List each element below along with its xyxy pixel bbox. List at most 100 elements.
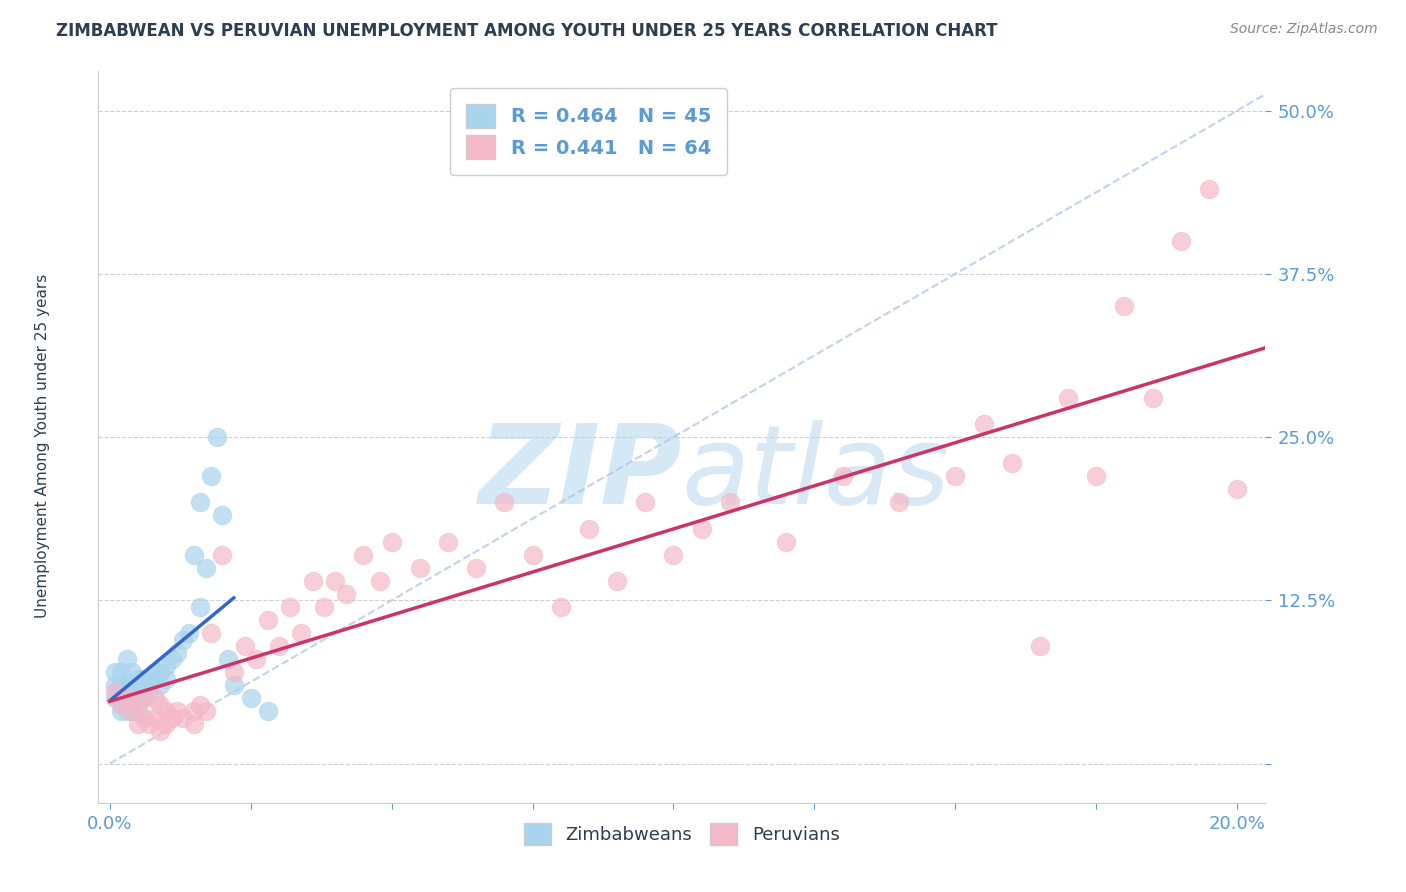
Point	[138, 685, 160, 699]
Point	[1029, 639, 1052, 653]
Point	[409, 560, 432, 574]
Point	[110, 705, 132, 719]
Point	[121, 705, 143, 719]
Point	[143, 691, 166, 706]
Point	[104, 665, 127, 680]
Point	[132, 672, 155, 686]
Point	[1001, 456, 1024, 470]
Point	[127, 685, 149, 699]
Point	[973, 417, 995, 431]
Point	[149, 678, 172, 692]
Point	[1057, 391, 1080, 405]
Point	[115, 691, 138, 706]
Point	[290, 626, 312, 640]
Point	[132, 711, 155, 725]
Point	[166, 646, 188, 660]
Point	[155, 717, 177, 731]
Point	[143, 665, 166, 680]
Text: Source: ZipAtlas.com: Source: ZipAtlas.com	[1230, 22, 1378, 37]
Point	[194, 705, 217, 719]
Point	[352, 548, 374, 562]
Point	[160, 711, 183, 725]
Point	[368, 574, 391, 588]
Point	[115, 652, 138, 666]
Point	[155, 705, 177, 719]
Point	[831, 469, 853, 483]
Text: ZIP: ZIP	[478, 420, 682, 527]
Point	[335, 587, 357, 601]
Point	[222, 665, 245, 680]
Point	[104, 685, 127, 699]
Point	[1170, 234, 1192, 248]
Point	[1226, 483, 1249, 497]
Point	[188, 495, 211, 509]
Point	[494, 495, 516, 509]
Point	[149, 665, 172, 680]
Point	[194, 560, 217, 574]
Point	[143, 672, 166, 686]
Point	[149, 723, 172, 738]
Point	[578, 521, 600, 535]
Point	[943, 469, 966, 483]
Point	[217, 652, 239, 666]
Point	[172, 632, 194, 647]
Point	[522, 548, 544, 562]
Point	[312, 599, 335, 614]
Point	[205, 430, 228, 444]
Text: atlas: atlas	[682, 420, 950, 527]
Point	[110, 698, 132, 712]
Point	[160, 652, 183, 666]
Point	[188, 698, 211, 712]
Text: ZIMBABWEAN VS PERUVIAN UNEMPLOYMENT AMONG YOUTH UNDER 25 YEARS CORRELATION CHART: ZIMBABWEAN VS PERUVIAN UNEMPLOYMENT AMON…	[56, 22, 998, 40]
Point	[183, 705, 205, 719]
Point	[132, 691, 155, 706]
Point	[200, 626, 222, 640]
Point	[172, 711, 194, 725]
Point	[256, 613, 278, 627]
Point	[127, 705, 149, 719]
Point	[155, 658, 177, 673]
Point	[1198, 182, 1220, 196]
Point	[166, 705, 188, 719]
Point	[1114, 300, 1136, 314]
Point	[138, 717, 160, 731]
Point	[1085, 469, 1108, 483]
Point	[256, 705, 278, 719]
Point	[121, 691, 143, 706]
Point	[183, 548, 205, 562]
Point	[115, 678, 138, 692]
Point	[606, 574, 628, 588]
Point	[323, 574, 346, 588]
Point	[690, 521, 713, 535]
Point	[278, 599, 301, 614]
Point	[155, 672, 177, 686]
Point	[104, 678, 127, 692]
Point	[121, 705, 143, 719]
Point	[115, 705, 138, 719]
Point	[222, 678, 245, 692]
Point	[127, 672, 149, 686]
Point	[465, 560, 488, 574]
Point	[110, 691, 132, 706]
Point	[177, 626, 200, 640]
Point	[132, 691, 155, 706]
Point	[550, 599, 572, 614]
Point	[149, 698, 172, 712]
Point	[110, 665, 132, 680]
Point	[211, 548, 233, 562]
Point	[1142, 391, 1164, 405]
Point	[267, 639, 290, 653]
Point	[634, 495, 657, 509]
Point	[143, 711, 166, 725]
Point	[233, 639, 256, 653]
Point	[110, 678, 132, 692]
Point	[115, 691, 138, 706]
Point	[132, 678, 155, 692]
Point	[301, 574, 323, 588]
Point	[127, 717, 149, 731]
Point	[138, 672, 160, 686]
Point	[188, 599, 211, 614]
Point	[381, 534, 404, 549]
Point	[104, 691, 127, 706]
Point	[121, 665, 143, 680]
